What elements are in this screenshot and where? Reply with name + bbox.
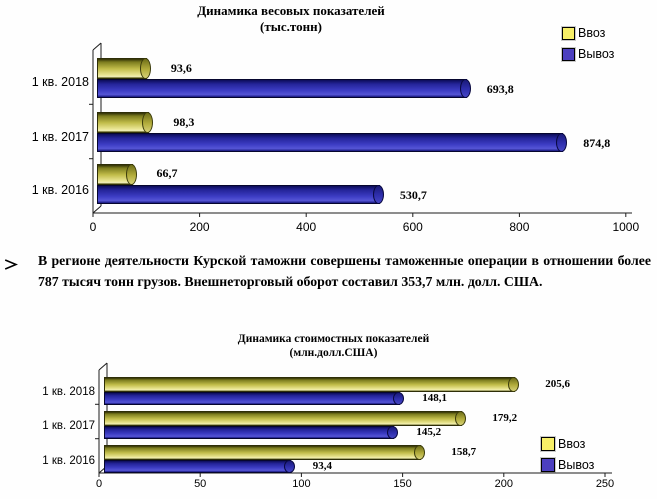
bar-export [97, 185, 384, 204]
x-tick-label: 800 [509, 220, 530, 234]
bar-end-cap [459, 79, 471, 98]
export-color-swatch [562, 47, 575, 61]
bar-import [104, 445, 426, 460]
export-color-swatch [541, 458, 555, 472]
legend-item-export: Вывоз [541, 458, 594, 472]
bar-end-cap [283, 460, 295, 473]
legend-label: Ввоз [558, 437, 586, 451]
arrow-bullet-icon [4, 257, 19, 270]
bar-import [97, 112, 154, 133]
legend-item-import: Ввоз [562, 26, 614, 40]
bottom-chart-subtitle: (млн.долл.США) [289, 347, 378, 359]
value-label-import: 158,7 [451, 446, 477, 458]
value-label-import: 98,3 [173, 115, 195, 129]
summary-paragraph: В регионе деятельности Курской таможни с… [38, 253, 651, 290]
value-label-export: 693,8 [486, 82, 514, 96]
bar-end-cap [125, 164, 137, 185]
value-label-export: 148,1 [422, 392, 447, 404]
import-color-swatch [562, 26, 575, 40]
x-tick-label: 100 [292, 478, 311, 490]
bar-export [104, 392, 405, 405]
bar-import [97, 58, 151, 79]
category-label: 1 кв. 2018 [31, 75, 89, 89]
value-label-export: 530,7 [399, 188, 427, 202]
value-label-export: 145,2 [416, 426, 442, 438]
category-label: 1 кв. 2017 [42, 420, 95, 432]
bar-end-cap [387, 426, 399, 439]
bar-import [104, 377, 520, 392]
bar-end-cap [455, 411, 467, 426]
bar-end-cap [139, 58, 151, 79]
value-label-import: 179,2 [492, 412, 518, 424]
bar-import [104, 411, 467, 426]
value-label-import: 205,6 [545, 378, 570, 390]
x-tick-label: 600 [402, 220, 423, 234]
legend-label: Ввоз [578, 26, 606, 40]
category-label: 1 кв. 2016 [31, 183, 89, 197]
value-label-import: 66,7 [156, 166, 178, 180]
value-label-export: 874,8 [583, 136, 611, 150]
x-tick-label: 400 [296, 220, 317, 234]
top-chart-subtitle: (тыс.тонн) [260, 19, 322, 34]
category-label: 1 кв. 2017 [31, 130, 89, 144]
category-label: 1 кв. 2016 [42, 455, 95, 467]
legend-label: Вывоз [578, 47, 615, 61]
bottom-chart-legend: Ввоз Вывоз [541, 437, 594, 479]
value-label-export: 93,4 [312, 460, 333, 472]
bar-end-cap [508, 377, 520, 392]
bar-export [97, 133, 568, 152]
x-tick-label: 200 [189, 220, 210, 234]
import-color-swatch [541, 437, 555, 451]
bar-end-cap [142, 112, 154, 133]
bar-end-cap [393, 392, 405, 405]
x-tick-label: 50 [194, 478, 207, 490]
bar-end-cap [556, 133, 568, 152]
x-tick-label: 0 [89, 220, 97, 234]
bar-export [104, 426, 399, 439]
top-chart-title: Динамика весовых показателей [197, 3, 385, 18]
bar-export [97, 79, 471, 98]
x-tick-label: 150 [393, 478, 412, 490]
legend-item-import: Ввоз [541, 437, 594, 451]
legend-label: Вывоз [558, 458, 595, 472]
x-tick-label: 250 [595, 478, 615, 490]
legend-item-export: Вывоз [562, 47, 614, 61]
value-label-import: 93,6 [170, 61, 192, 75]
bar-end-cap [372, 185, 384, 204]
x-tick-label: 1000 [612, 220, 640, 234]
x-tick-label: 200 [494, 478, 513, 490]
bar-end-cap [414, 445, 426, 460]
bar-import [97, 164, 137, 185]
category-label: 1 кв. 2018 [42, 386, 95, 398]
bar-export [104, 460, 295, 473]
bottom-chart-title: Динамика стоимостных показателей [237, 333, 430, 345]
x-tick-label: 0 [95, 478, 103, 490]
top-chart-legend: Ввоз Вывоз [562, 26, 614, 68]
